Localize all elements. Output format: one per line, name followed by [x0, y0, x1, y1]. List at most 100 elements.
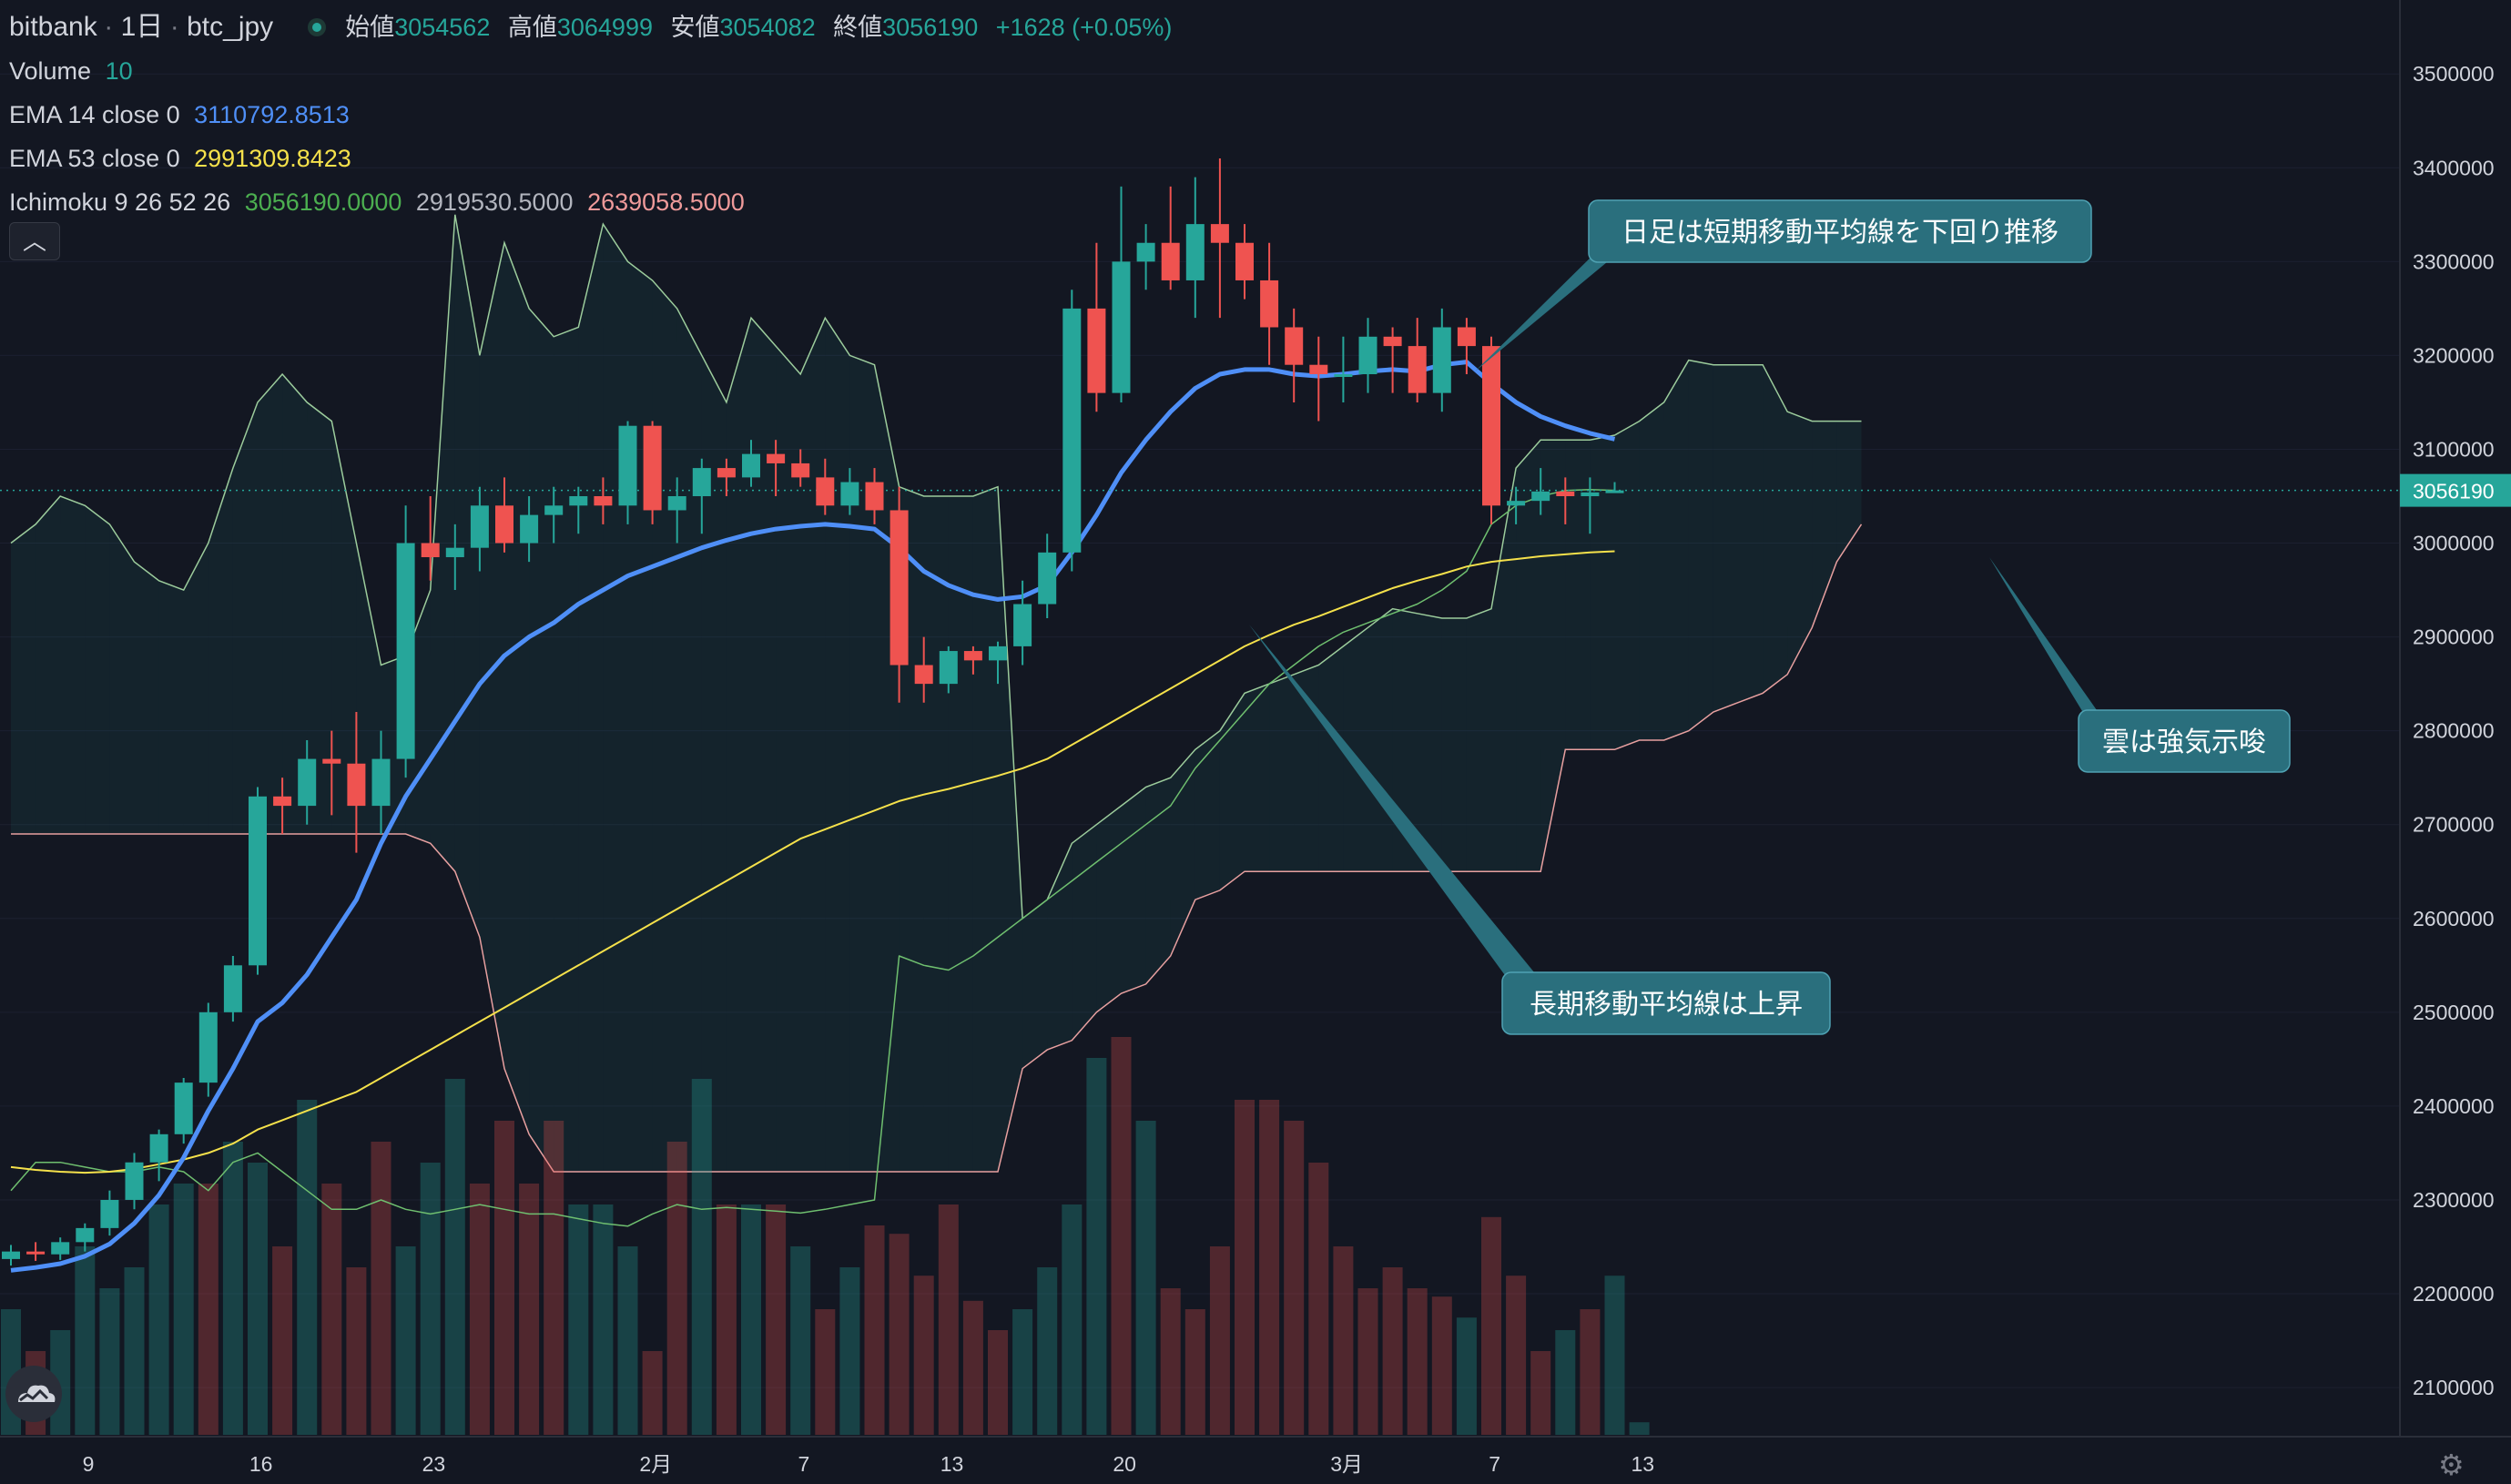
candle-body — [1185, 224, 1205, 280]
candle-body — [1210, 224, 1229, 243]
price-tick-label: 2500000 — [2413, 1001, 2495, 1024]
volume-value: 10 — [105, 57, 133, 85]
ema14-line — [10, 360, 1616, 1273]
legend-volume[interactable]: Volume 10 — [9, 49, 1172, 93]
volume-bar — [1184, 1309, 1205, 1435]
volume-bar — [1604, 1276, 1625, 1435]
volume-bar — [248, 1163, 268, 1435]
cloud-segment — [183, 543, 208, 835]
cloud-segment — [1738, 364, 1764, 703]
cloud-segment — [11, 523, 36, 835]
candle-body — [816, 477, 835, 506]
cloud-segment — [1072, 824, 1097, 1041]
symbol-row: bitbank · 1日 · btc_jpy 始値3054562 高値30649… — [9, 12, 1173, 42]
candle-body — [298, 758, 317, 807]
cloud-segment — [1121, 787, 1146, 994]
candle-body — [149, 1133, 168, 1163]
cloud-segment — [1245, 684, 1270, 872]
ichimoku-name: Ichimoku 9 26 52 26 — [9, 188, 231, 216]
ohlc-open-label: 始値 — [345, 14, 395, 41]
ichimoku-cloud — [10, 214, 1863, 1173]
cloud-segment — [331, 421, 357, 835]
settings-gear-icon[interactable]: ⚙ — [2438, 1448, 2465, 1481]
ohlc-low: 3054082 — [719, 14, 816, 41]
callout-text: 雲は強気示唆 — [2102, 727, 2266, 758]
cloud-segment — [504, 242, 530, 1134]
tradingview-logo[interactable] — [5, 1366, 62, 1422]
volume-bar — [1506, 1276, 1527, 1435]
ema14-value: 3110792.8513 — [194, 101, 350, 128]
cloud-segment — [454, 214, 480, 938]
cloud-segment — [676, 308, 702, 1173]
time-tick-label: 13 — [1632, 1452, 1655, 1476]
volume-bar — [148, 1204, 169, 1435]
price-tick-label: 2100000 — [2413, 1376, 2495, 1399]
volume-bar — [913, 1276, 934, 1435]
cloud-segment — [1417, 613, 1442, 872]
candle-body — [26, 1251, 46, 1255]
cloud-segment — [232, 401, 258, 835]
callout-box[interactable] — [1501, 971, 1831, 1035]
cloud-segment — [652, 280, 677, 1173]
ohlc-close-label: 終値 — [833, 14, 883, 41]
volume-bar — [568, 1204, 589, 1435]
exchange-name[interactable]: bitbank — [9, 12, 97, 42]
volume-bar — [519, 1184, 540, 1435]
volume-bar — [962, 1300, 983, 1435]
callout-box[interactable] — [2078, 709, 2291, 773]
volume-bar — [1382, 1267, 1403, 1435]
cloud-segment — [751, 318, 777, 1173]
interval[interactable]: 1日 — [120, 12, 164, 42]
candle-body — [989, 645, 1007, 661]
cloud-segment — [948, 496, 973, 1173]
legend-ichimoku[interactable]: Ichimoku 9 26 52 26 3056190.0000 2919530… — [9, 180, 1172, 224]
collapse-legend-button[interactable]: ︿ — [9, 222, 60, 260]
volume-bar — [371, 1142, 391, 1435]
time-axis[interactable]: 9 16 23 2月 7 13 20 3月 7 13 — [0, 1436, 2511, 1476]
candle-body — [371, 758, 391, 807]
candle-body — [569, 496, 588, 506]
candle-body — [1235, 242, 1254, 280]
cloud-segment — [627, 261, 653, 1173]
price-axis[interactable]: 2100000 2200000 2300000 2400000 2500000 26000… — [2399, 0, 2511, 1437]
candle-body — [470, 505, 489, 548]
candle-body — [1013, 604, 1032, 646]
candlesticks — [2, 158, 1624, 1266]
candle-body — [742, 453, 760, 478]
volume-bar — [1037, 1267, 1058, 1435]
candle-body — [347, 763, 366, 807]
ichimoku-value-3: 2639058.5000 — [587, 188, 745, 216]
volume-bar — [75, 1246, 96, 1435]
candle-body — [1507, 501, 1526, 506]
volume-bar — [938, 1204, 959, 1435]
cloud-segment — [554, 327, 579, 1173]
time-tick-label: 20 — [1113, 1452, 1136, 1476]
symbol-name[interactable]: btc_jpy — [187, 12, 274, 42]
time-tick-label: 16 — [249, 1452, 273, 1476]
legend-ema53[interactable]: EMA 53 close 0 2991309.8423 — [9, 137, 1172, 180]
ohlc-low-label: 安値 — [670, 14, 720, 41]
volume-bar — [593, 1204, 614, 1435]
last-price-label: 3056190 — [2413, 480, 2495, 503]
price-tick-label: 2200000 — [2413, 1282, 2495, 1306]
volume-bar — [691, 1079, 712, 1435]
price-tick-label: 2800000 — [2413, 719, 2495, 743]
ema53-value: 2991309.8423 — [194, 145, 351, 172]
legend-ema14[interactable]: EMA 14 close 0 3110792.8513 — [9, 93, 1172, 137]
candle-body — [1581, 492, 1600, 496]
volume-bar — [1580, 1309, 1601, 1435]
volume-bar — [815, 1309, 836, 1435]
callout-box[interactable] — [1588, 199, 2092, 263]
cloud-segment — [1269, 674, 1295, 872]
volume-bar — [1481, 1216, 1501, 1435]
cloud-segment — [1713, 364, 1738, 713]
cloud-segment — [1663, 360, 1689, 740]
cloud-segment — [109, 523, 135, 835]
callout-pointer — [1989, 557, 2103, 719]
volume-bar — [1407, 1288, 1428, 1435]
price-tick-label: 3200000 — [2413, 343, 2495, 367]
volume-bar — [1555, 1330, 1576, 1435]
volume-bar — [1259, 1100, 1280, 1435]
volume-bar — [741, 1204, 761, 1435]
